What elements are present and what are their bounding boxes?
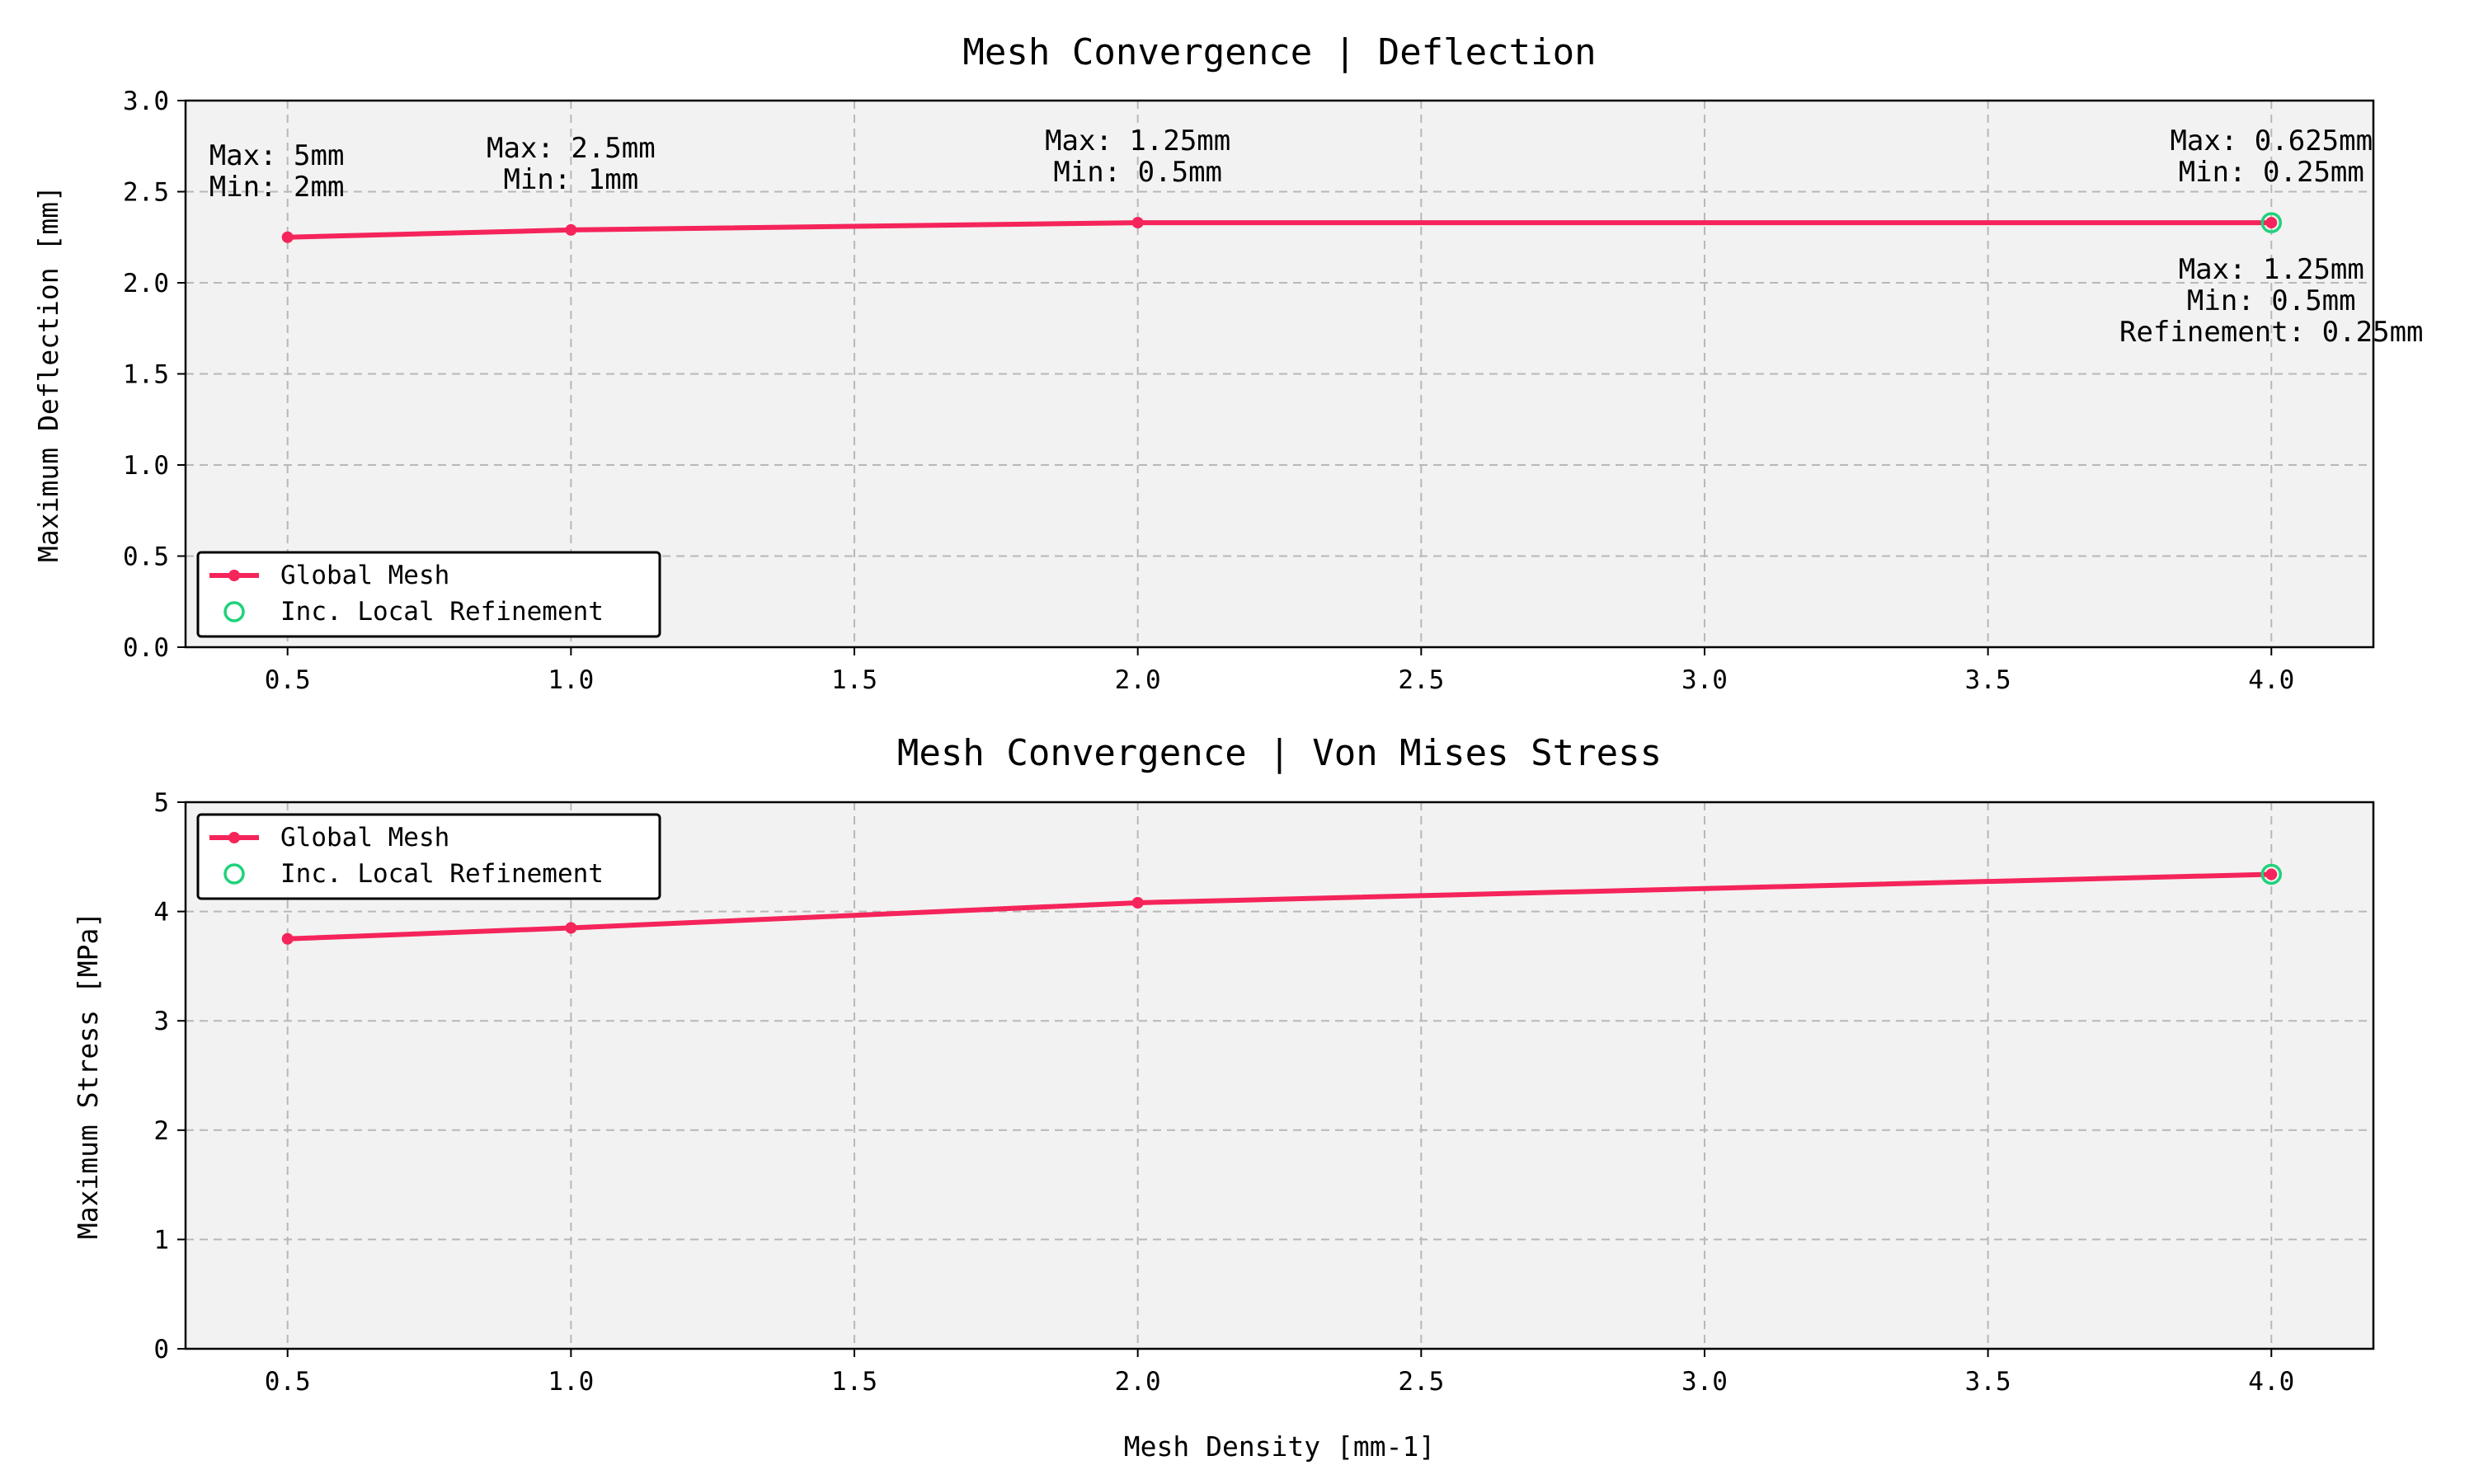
annotation-line: Min: 1mm — [503, 163, 638, 196]
x-tick-label: 3.5 — [1965, 665, 2011, 695]
legend-marker — [223, 863, 245, 885]
x-tick-label: 2.5 — [1398, 1367, 1444, 1397]
legend: Global Mesh Inc. Local Refinement — [196, 551, 661, 638]
legend: Global Mesh Inc. Local Refinement — [196, 813, 661, 900]
y-tick-label: 2.5 — [123, 178, 169, 208]
chart-2: 0.5 1.0 1.5 2.0 2.5 3.0 3.5 4.0 0 1 2 3 4 5 Mesh Conve… — [72, 732, 2375, 1463]
x-tick-label: 2.5 — [1398, 665, 1444, 695]
x-tick-label: 3.5 — [1965, 1367, 2011, 1397]
legend-entry: Global Mesh — [209, 823, 449, 852]
annotation-line: Min: 2mm — [209, 171, 345, 204]
y-tick-label: 3 — [153, 1007, 169, 1036]
series-1 — [281, 217, 2278, 243]
chart-title: Mesh Convergence | Deflection — [962, 31, 1596, 73]
legend-marker — [228, 570, 240, 581]
x-tick-label: 1.5 — [831, 1367, 877, 1397]
data-point — [2265, 868, 2278, 881]
legend-label: Inc. Local Refinement — [280, 859, 604, 889]
data-point — [1131, 217, 1144, 229]
x-tick-label: 0.5 — [265, 665, 311, 695]
data-point — [565, 922, 577, 934]
x-tick-label: 1.5 — [831, 665, 877, 695]
annotation-line: Max: 1.25mm — [2179, 253, 2364, 286]
legend-entry: Inc. Local Refinement — [223, 859, 604, 889]
y-tick-label: 2.0 — [123, 269, 169, 298]
legend-box — [196, 813, 661, 900]
legend-label: Global Mesh — [280, 823, 449, 852]
legend-entry: Inc. Local Refinement — [223, 597, 604, 627]
x-tick-label: 2.0 — [1115, 665, 1161, 695]
y-tick-label: 5 — [153, 788, 169, 818]
data-point-local-refinement — [2260, 212, 2283, 233]
data-point — [1131, 896, 1144, 909]
data-point-local-refinement — [2260, 863, 2283, 885]
y-axis-label: Maximum Stress [MPa] — [72, 912, 104, 1239]
x-tick-label: 3.0 — [1681, 665, 1728, 695]
y-tick-label: 4 — [153, 898, 169, 928]
legend-entry: Global Mesh — [209, 561, 449, 590]
annotation-line: Max: 2.5mm — [487, 132, 656, 165]
annotation-line: Min: 0.25mm — [2179, 156, 2364, 189]
x-tick-label: 3.0 — [1681, 1367, 1728, 1397]
x-tick-label: 0.5 — [265, 1367, 311, 1397]
data-point — [281, 231, 294, 243]
data-point — [565, 223, 577, 236]
annotation-line: Max: 0.625mm — [2170, 124, 2373, 157]
y-tick-label: 3.0 — [123, 87, 169, 116]
legend-label: Inc. Local Refinement — [280, 597, 604, 627]
legend-marker — [228, 832, 240, 843]
annotation-line: Min: 0.5mm — [1053, 156, 1222, 189]
y-tick-label: 1.5 — [123, 360, 169, 390]
chart-1: 0.5 1.0 1.5 2.0 2.5 3.0 3.5 4.0 0.0 0.5 1.0 1.5 2.0 2… — [32, 31, 2424, 695]
annotation-line: Max: 1.25mm — [1045, 124, 1230, 157]
legend-box — [196, 551, 661, 638]
x-tick-label: 2.0 — [1115, 1367, 1161, 1397]
annotation-line: Min: 0.5mm — [2187, 284, 2356, 317]
x-tick-label: 1.0 — [548, 1367, 594, 1397]
y-tick-label: 0.5 — [123, 542, 169, 572]
data-point — [281, 932, 294, 945]
x-axis-label: Mesh Density [mm-1] — [1124, 1430, 1436, 1463]
legend-marker — [223, 601, 245, 622]
y-tick-label: 1.0 — [123, 451, 169, 481]
plot-frame — [184, 99, 2375, 649]
plot-frame — [184, 801, 2375, 1350]
chart-title: Mesh Convergence | Von Mises Stress — [897, 732, 1662, 774]
x-tick-label: 4.0 — [2248, 665, 2294, 695]
x-tick-label: 4.0 — [2248, 1367, 2294, 1397]
series-line-global-mesh — [287, 871, 2272, 942]
y-axis-label: Maximum Deflection [mm] — [32, 186, 64, 562]
y-tick-label: 1 — [153, 1225, 169, 1255]
series-line-global-mesh — [287, 220, 2272, 240]
y-tick-label: 2 — [153, 1116, 169, 1146]
series-1 — [281, 868, 2278, 945]
legend-label: Global Mesh — [280, 561, 449, 590]
y-tick-label: 0.0 — [123, 633, 169, 663]
y-tick-label: 0 — [153, 1335, 169, 1364]
data-point — [2265, 217, 2278, 229]
series-2 — [2260, 863, 2283, 885]
annotation-line: Refinement: 0.25mm — [2119, 316, 2423, 349]
x-tick-label: 1.0 — [548, 665, 594, 695]
annotation-line: Max: 5mm — [209, 139, 345, 172]
series-2 — [2260, 212, 2283, 233]
